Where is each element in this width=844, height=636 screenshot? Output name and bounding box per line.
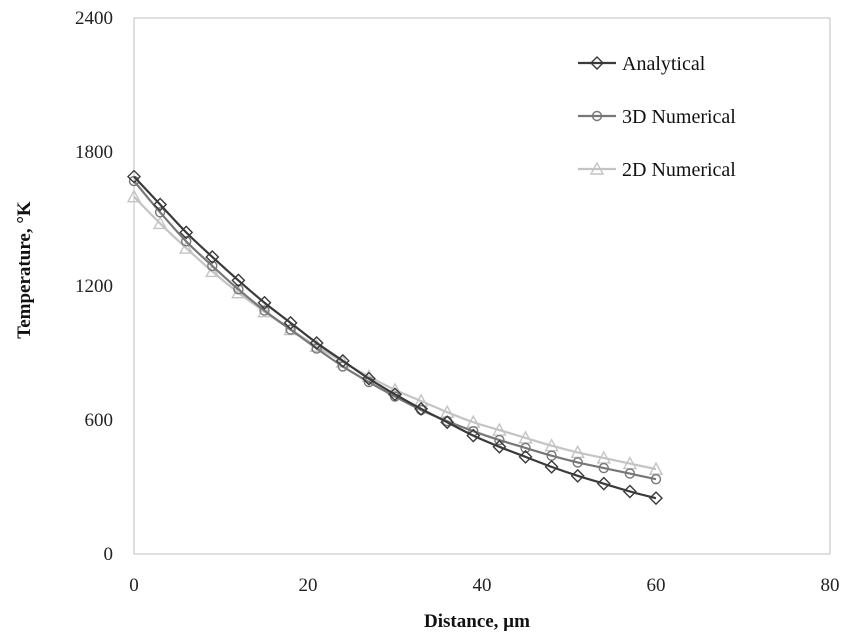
x-tick-label: 60 xyxy=(647,575,666,596)
data-point xyxy=(414,401,429,416)
data-point xyxy=(179,225,194,240)
x-tick-label: 0 xyxy=(129,575,139,596)
data-point xyxy=(596,476,611,491)
series-layer xyxy=(126,169,664,506)
data-point xyxy=(494,434,505,446)
data-point xyxy=(520,442,531,454)
data-point xyxy=(285,324,296,335)
data-point xyxy=(544,459,559,474)
x-tick-label: 40 xyxy=(473,575,492,596)
data-point xyxy=(440,415,455,430)
data-point xyxy=(179,240,194,254)
series-3d-numerical xyxy=(128,175,662,485)
y-axis-ticks: 0 600 1200 1800 2400 xyxy=(75,8,113,565)
plot-area xyxy=(133,17,831,555)
data-point xyxy=(650,473,662,485)
legend-marker xyxy=(589,161,605,175)
data-point xyxy=(126,189,142,203)
legend-label: 3D Numerical xyxy=(622,106,736,128)
x-tick-label: 80 xyxy=(821,575,840,596)
legend-item: Analytical xyxy=(578,53,706,75)
series-line xyxy=(133,195,657,471)
data-point xyxy=(180,236,192,247)
data-point xyxy=(361,371,376,386)
y-tick-label: 1800 xyxy=(75,142,113,163)
data-point xyxy=(598,462,609,474)
data-point xyxy=(309,335,324,350)
legend-marker xyxy=(591,110,603,122)
legend-item: 3D Numerical xyxy=(578,106,736,128)
data-point xyxy=(624,468,636,479)
data-point xyxy=(622,484,637,499)
data-point xyxy=(466,428,481,443)
legend: Analytical 3D Numerical 2D Numerical xyxy=(578,53,736,181)
x-axis-title: Distance, µm xyxy=(424,611,530,632)
data-point xyxy=(154,207,166,218)
data-point xyxy=(518,449,533,464)
y-tick-label: 1200 xyxy=(75,276,113,297)
data-point xyxy=(257,304,272,318)
series-line xyxy=(133,175,657,500)
data-point xyxy=(283,315,298,330)
data-point xyxy=(205,249,220,264)
data-point xyxy=(205,264,220,278)
legend-label: Analytical xyxy=(622,53,706,75)
data-point xyxy=(153,197,168,212)
series-line xyxy=(133,180,657,481)
data-point xyxy=(572,457,583,468)
x-tick-label: 20 xyxy=(299,575,318,596)
data-point xyxy=(259,305,270,316)
y-tick-label: 2400 xyxy=(75,8,113,29)
data-point xyxy=(388,387,402,402)
series-analytical xyxy=(127,169,663,506)
data-point xyxy=(231,273,246,288)
legend-item: 2D Numerical xyxy=(578,159,736,181)
data-point xyxy=(127,169,141,184)
data-point xyxy=(233,284,244,295)
series-2d-numerical xyxy=(126,189,664,475)
legend-label: 2D Numerical xyxy=(622,159,736,181)
data-point xyxy=(492,439,507,454)
data-point xyxy=(152,216,168,230)
y-tick-label: 600 xyxy=(85,410,114,431)
legend-marker xyxy=(590,56,604,70)
y-tick-label: 0 xyxy=(104,544,114,565)
data-point xyxy=(335,353,350,368)
data-point xyxy=(207,260,218,272)
x-axis-ticks: 0 20 40 60 80 xyxy=(129,575,839,596)
data-point xyxy=(570,468,585,483)
data-point xyxy=(649,491,663,506)
y-axis-title: Temperature, °K xyxy=(14,201,35,339)
data-point xyxy=(257,295,272,310)
